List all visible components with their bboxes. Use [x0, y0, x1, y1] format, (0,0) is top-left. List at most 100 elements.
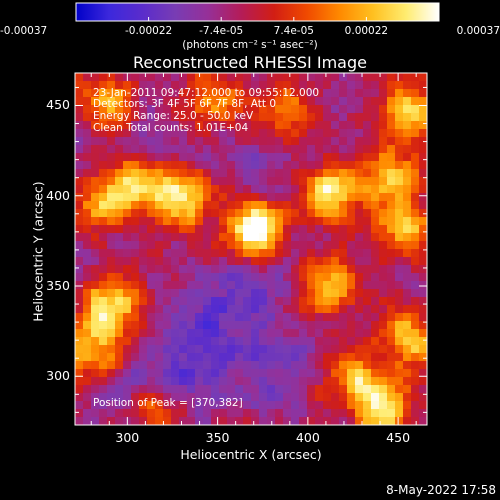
heatmap-cell	[139, 169, 148, 178]
heatmap-cell	[139, 73, 148, 82]
heatmap-cell	[211, 177, 220, 186]
heatmap-cell	[155, 233, 164, 242]
heatmap-cell	[171, 281, 180, 290]
heatmap-cell	[363, 241, 372, 250]
heatmap-cell	[379, 369, 388, 378]
heatmap-cell	[235, 273, 244, 282]
heatmap-cell	[251, 353, 260, 362]
heatmap-cell	[171, 129, 180, 138]
heatmap-cell	[259, 337, 268, 346]
annotation-clean-counts: Clean Total counts: 1.01E+04	[93, 122, 249, 134]
heatmap-cell	[123, 401, 132, 410]
heatmap-cell	[331, 113, 340, 122]
heatmap-cell	[243, 265, 252, 274]
heatmap-cell	[131, 345, 140, 354]
heatmap-cell	[419, 225, 427, 234]
heatmap-cell	[211, 369, 220, 378]
heatmap-cell	[267, 137, 276, 146]
heatmap-cell	[147, 257, 156, 266]
heatmap-cell	[83, 329, 92, 338]
heatmap-cell	[115, 329, 124, 338]
heatmap-cell	[147, 73, 156, 82]
heatmap-cell	[99, 337, 108, 346]
heatmap-cell	[235, 129, 244, 138]
heatmap-cell	[419, 121, 427, 130]
heatmap-cell	[291, 241, 300, 250]
heatmap-cell	[339, 385, 348, 394]
heatmap-cell	[267, 113, 276, 122]
heatmap-cell	[403, 297, 412, 306]
heatmap-cell	[395, 185, 404, 194]
heatmap-cell	[355, 369, 364, 378]
heatmap-cell	[267, 281, 276, 290]
heatmap-cell	[411, 369, 420, 378]
heatmap-cell	[251, 313, 260, 322]
heatmap-cell	[171, 225, 180, 234]
heatmap-cell	[371, 417, 380, 425]
heatmap-cell	[147, 417, 156, 425]
heatmap-cell	[283, 265, 292, 274]
heatmap-cell	[243, 153, 252, 162]
heatmap-cell	[75, 193, 84, 202]
heatmap-cell	[395, 225, 404, 234]
heatmap-cell	[379, 225, 388, 234]
heatmap-cell	[267, 121, 276, 130]
heatmap-cell	[411, 353, 420, 362]
heatmap-cell	[299, 137, 308, 146]
heatmap-cell	[251, 409, 260, 418]
heatmap-cell	[371, 281, 380, 290]
heatmap-cell	[83, 393, 92, 402]
heatmap-cell	[267, 193, 276, 202]
heatmap-cell	[179, 305, 188, 314]
heatmap-cell	[299, 201, 308, 210]
heatmap-cell	[227, 153, 236, 162]
heatmap-cell	[275, 177, 284, 186]
heatmap-cell	[235, 209, 244, 218]
heatmap-cell	[387, 289, 396, 298]
heatmap-cell	[403, 81, 412, 90]
heatmap-cell	[195, 217, 204, 226]
heatmap-cell	[75, 113, 84, 122]
heatmap-cell	[331, 409, 340, 418]
heatmap-cell	[203, 113, 212, 122]
heatmap-cell	[259, 329, 268, 338]
heatmap-cell	[243, 73, 252, 82]
heatmap-cell	[107, 233, 116, 242]
heatmap-cell	[99, 401, 108, 410]
heatmap-cell	[243, 353, 252, 362]
heatmap-cell	[307, 129, 316, 138]
heatmap-cell	[75, 385, 84, 394]
heatmap-cell	[107, 201, 116, 210]
heatmap-cell	[323, 169, 332, 178]
heatmap-cell	[139, 297, 148, 306]
heatmap-cell	[371, 329, 380, 338]
heatmap-cell	[139, 121, 148, 130]
heatmap-cell	[211, 145, 220, 154]
plot-frame	[74, 72, 428, 426]
heatmap-cell	[315, 209, 324, 218]
heatmap-cell	[275, 257, 284, 266]
heatmap-cell	[179, 369, 188, 378]
heatmap-cell	[323, 161, 332, 170]
heatmap-cell	[259, 361, 268, 370]
heatmap-cell	[179, 121, 188, 130]
heatmap-cell	[275, 353, 284, 362]
heatmap-cell	[203, 209, 212, 218]
heatmap-cell	[395, 113, 404, 122]
heatmap-cell	[219, 369, 228, 378]
heatmap-cell	[195, 225, 204, 234]
heatmap-cell	[99, 369, 108, 378]
heatmap-cell	[155, 393, 164, 402]
heatmap-cell	[179, 89, 188, 98]
heatmap-cell	[155, 201, 164, 210]
heatmap-cell	[379, 377, 388, 386]
heatmap-cell	[155, 337, 164, 346]
heatmap-cell	[91, 321, 100, 330]
heatmap-cell	[83, 73, 92, 82]
heatmap-cell	[147, 249, 156, 258]
heatmap-cell	[355, 81, 364, 90]
heatmap-cell	[219, 97, 228, 106]
heatmap-cell	[307, 113, 316, 122]
heatmap-cell	[331, 321, 340, 330]
heatmap-cell	[163, 249, 172, 258]
